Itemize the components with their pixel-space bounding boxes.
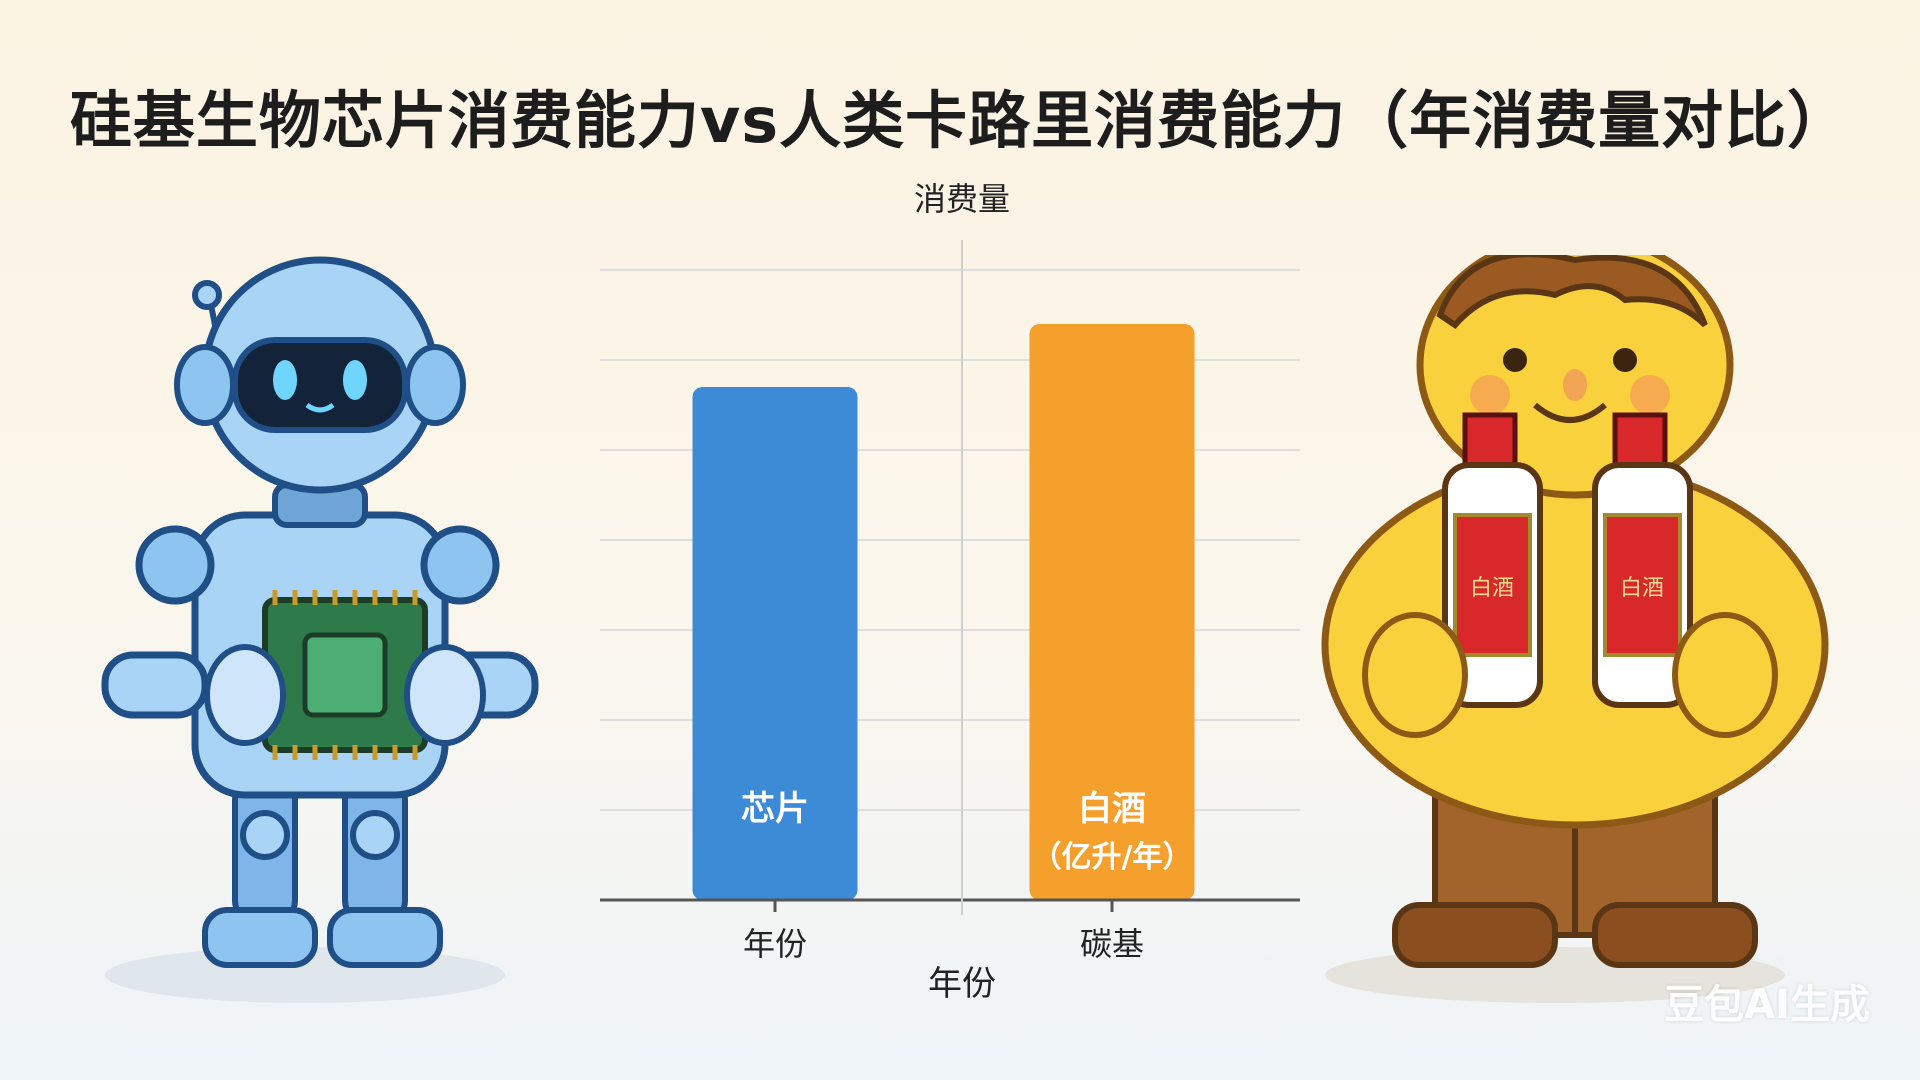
bar-unit-label: （亿升/年）: [1032, 840, 1193, 875]
x-tick-label: 年份: [743, 925, 807, 963]
y-axis-label: 消费量: [914, 180, 1010, 218]
bar-1: [1029, 324, 1195, 900]
bar-name-label: 白酒: [1078, 789, 1146, 829]
bar-name-label: 芯片: [741, 789, 809, 829]
bar-0: [692, 387, 858, 900]
x-ticks: 年份 碳基: [743, 900, 1144, 963]
svg-text:白酒: 白酒: [1470, 576, 1514, 601]
x-axis-label: 年份: [928, 964, 996, 1004]
robot-illustration: [101, 256, 539, 1003]
bar-labels: 芯片 白酒 （亿升/年）: [741, 789, 1192, 875]
bars: [692, 324, 1195, 900]
x-tick-label: 碳基: [1080, 925, 1144, 963]
chart-title: 硅基生物芯片消费能力vs人类卡路里消费能力（年消费量对比）: [69, 84, 1851, 157]
watermark: 豆包AI生成: [1664, 982, 1870, 1028]
svg-text:白酒: 白酒: [1620, 576, 1664, 601]
bar-chart: 芯片 白酒 （亿升/年） 年份 碳基 消费量 年份: [600, 180, 1300, 1004]
human-illustration: 白酒 白酒: [1321, 255, 1829, 1003]
